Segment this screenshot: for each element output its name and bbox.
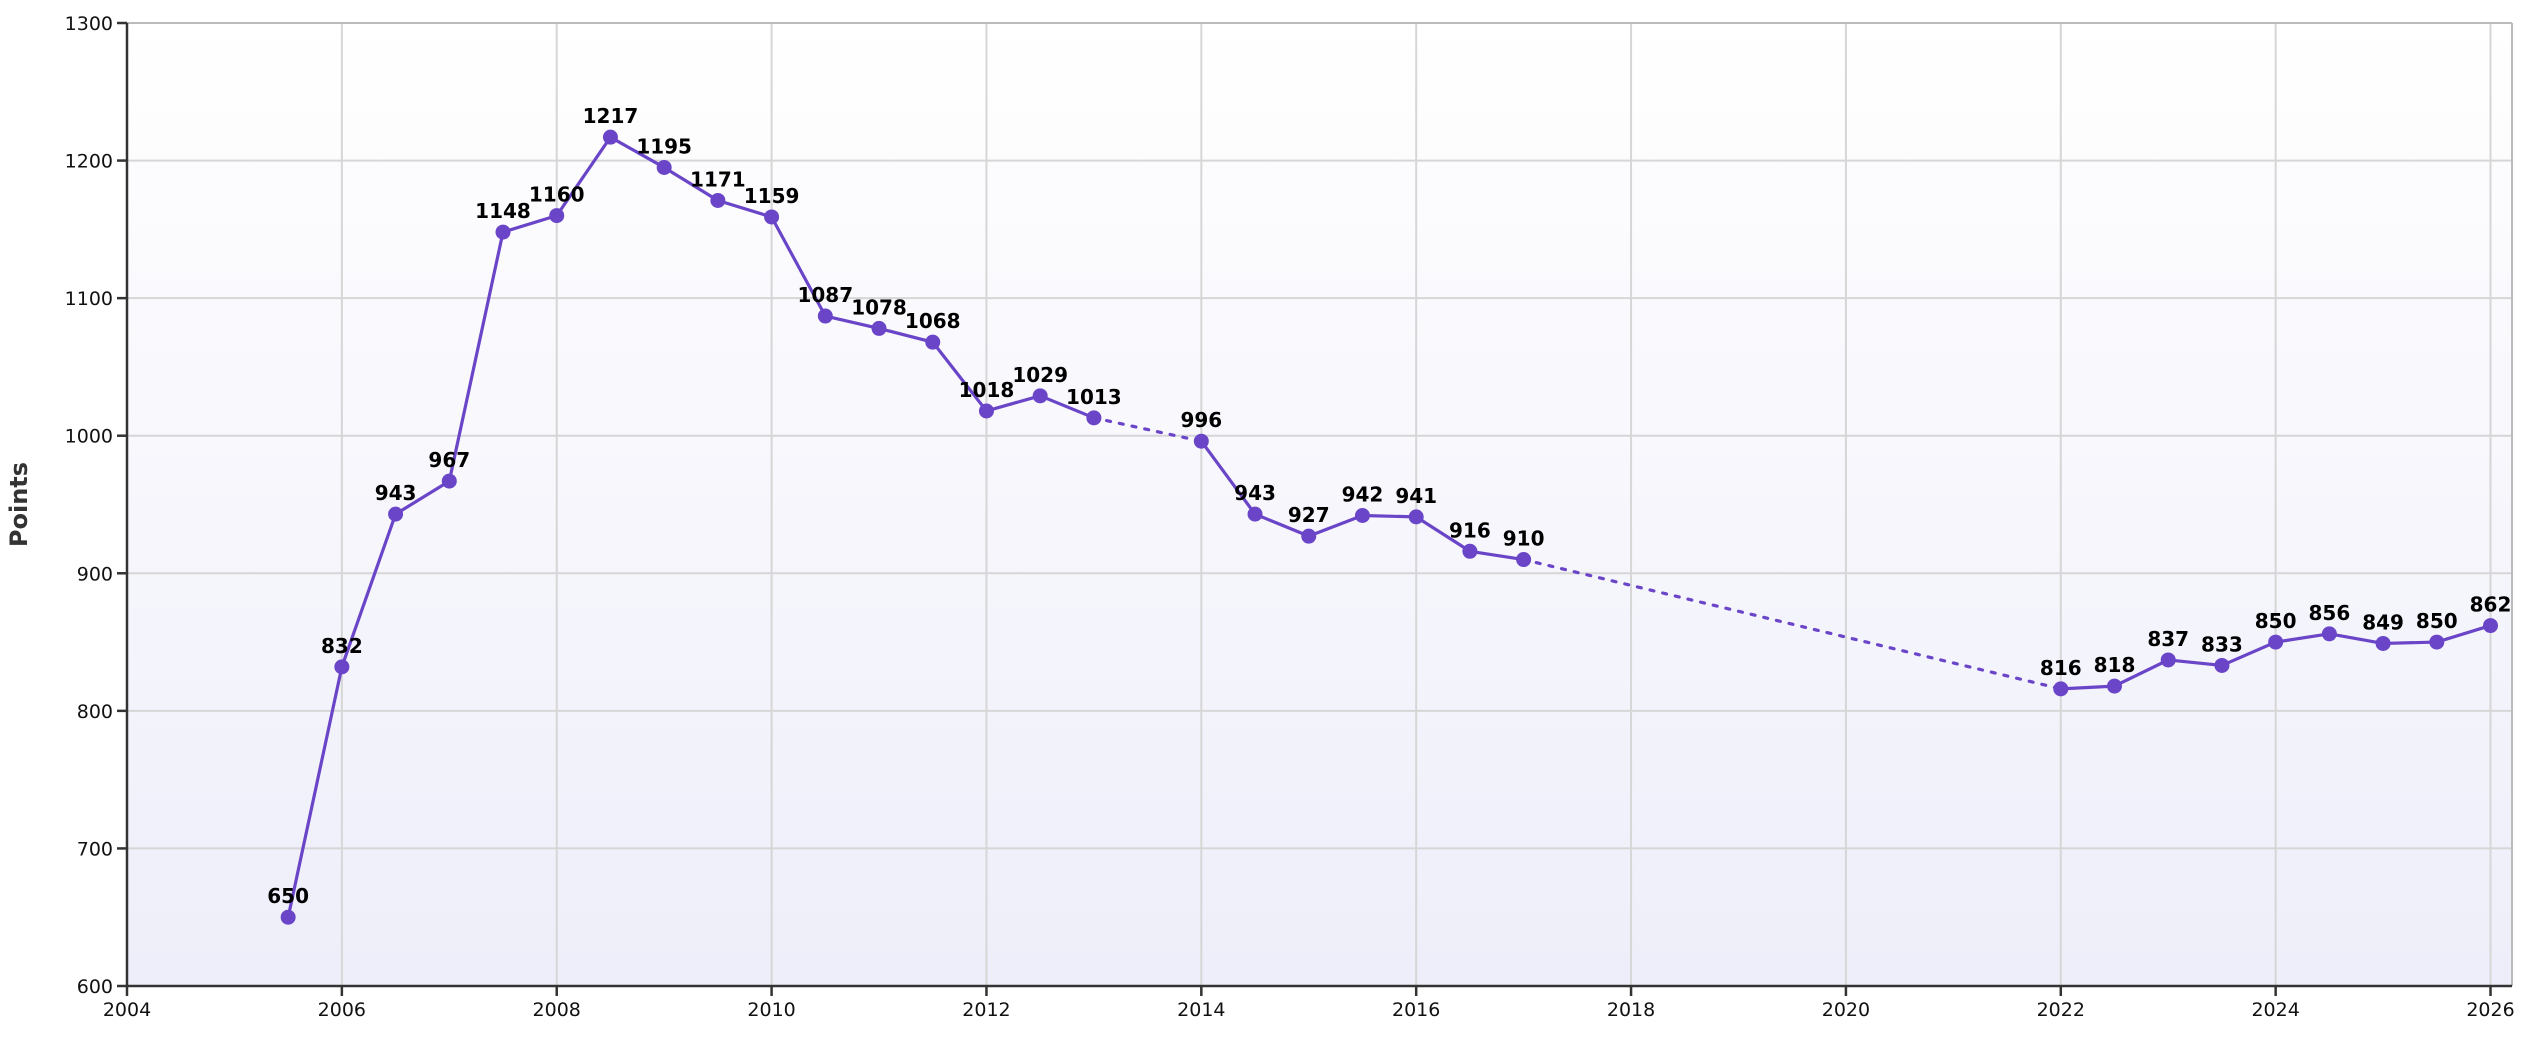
data-label: 832 [321,634,363,658]
data-label: 1195 [636,134,692,158]
data-label: 1159 [744,184,800,208]
series-gap-line [1522,557,2063,691]
data-point [602,129,618,145]
data-label: 850 [2416,609,2458,633]
data-point [2268,634,2284,650]
data-label: 996 [1180,408,1222,432]
y-tick-label: 700 [77,838,113,860]
data-point [334,659,350,675]
data-point [2107,678,2122,694]
y-tick-label: 1000 [65,426,113,448]
data-point [2321,626,2337,642]
data-point [1516,552,1532,568]
y-tick-label: 1200 [65,151,113,173]
data-point [817,308,833,324]
data-label: 818 [2094,653,2136,677]
data-point [710,192,726,208]
x-tick-label: 2016 [1392,999,1440,1021]
data-point [1086,410,1102,426]
x-tick-label: 2006 [318,999,366,1021]
data-point [656,159,672,175]
x-tick-label: 2008 [533,999,581,1021]
data-point [2214,657,2230,673]
data-point [388,506,404,522]
data-point [1462,543,1478,559]
x-tick-label: 2012 [962,999,1010,1021]
x-tick-label: 2020 [1822,999,1870,1021]
data-label: 941 [1395,484,1437,508]
plot-area [127,23,2512,986]
data-point [549,208,565,224]
data-point [2375,635,2391,651]
data-label: 837 [2147,627,2189,651]
data-label: 1013 [1066,385,1122,409]
data-point [871,320,887,336]
data-point [1354,508,1370,524]
data-point [2160,652,2176,668]
data-point [2053,681,2069,697]
x-tick-label: 2024 [2251,999,2299,1021]
data-label: 942 [1342,483,1384,507]
data-label: 833 [2201,632,2243,656]
data-point [978,403,994,419]
data-label: 1148 [475,199,531,223]
x-tick-label: 2014 [1177,999,1225,1021]
series-layer [280,129,2499,925]
y-axis-label: Points [5,462,33,547]
x-tick-label: 2026 [2466,999,2514,1021]
data-label: 1078 [851,295,907,319]
x-tick-label: 2004 [103,999,151,1021]
data-label: 816 [2040,656,2082,680]
data-label: 910 [1503,527,1545,551]
data-label: 1087 [797,283,853,307]
data-label: 967 [428,448,470,472]
y-tick-label: 800 [77,701,113,723]
data-point [1301,528,1317,544]
data-point [441,473,457,489]
data-label: 1171 [690,167,746,191]
x-tick-label: 2022 [2037,999,2085,1021]
y-tick-label: 1100 [65,288,113,310]
data-label: 1029 [1012,363,1068,387]
data-label: 1018 [959,378,1015,402]
y-tick-label: 600 [77,976,113,998]
data-label: 916 [1449,518,1491,542]
data-point [2429,634,2445,650]
data-point [495,224,511,240]
data-point [764,209,780,225]
data-label: 849 [2362,610,2404,634]
data-label: 1160 [529,183,585,207]
x-tick-label: 2018 [1607,999,1655,1021]
data-label: 650 [267,884,309,908]
y-tick-label: 900 [77,563,113,585]
series-gap-line [1092,416,1203,443]
data-point [2483,618,2499,634]
data-label: 850 [2255,609,2297,633]
data-label: 943 [1234,481,1276,505]
data-label: 856 [2308,601,2350,625]
data-point [280,909,296,925]
data-label: 1068 [905,309,961,333]
data-point [1247,506,1263,522]
data-point [1408,509,1424,525]
data-label: 1217 [583,104,639,128]
x-tick-label: 2010 [747,999,795,1021]
y-tick-label: 1300 [65,13,113,35]
data-label: 943 [375,481,417,505]
data-label: 927 [1288,503,1330,527]
data-point [1032,388,1048,404]
data-label: 862 [2470,593,2512,617]
data-point [1193,433,1209,449]
axis-layer: 600 700 800 900 1000 1100 1200 1300 2004 2006 2008… [65,13,2515,1021]
data-point [925,334,941,350]
series-line-segment [286,135,1095,918]
